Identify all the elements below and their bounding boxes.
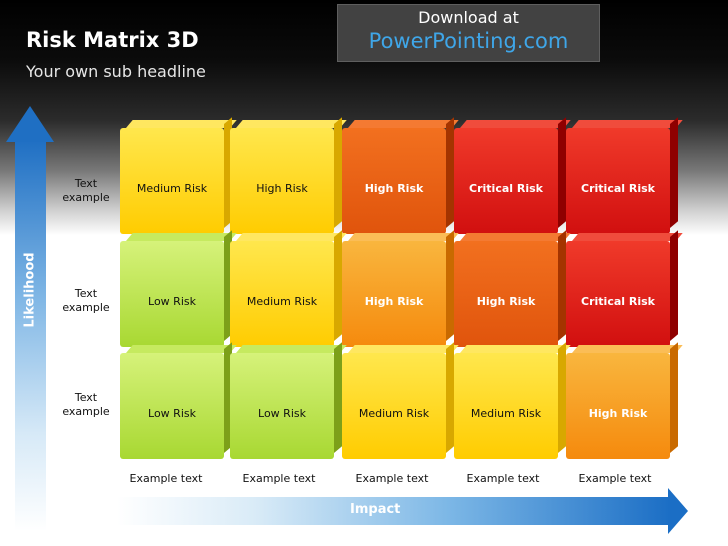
cell-label: High Risk — [256, 182, 308, 195]
matrix-cell[interactable]: Medium Risk — [342, 342, 459, 459]
cell-top-face — [460, 120, 571, 128]
cell-side-face — [670, 117, 678, 228]
matrix-cell[interactable]: Low Risk — [230, 342, 347, 459]
cell-top-face — [460, 345, 571, 353]
cell-side-face — [334, 230, 342, 341]
likelihood-arrow — [15, 140, 46, 531]
matrix-cell[interactable]: Low Risk — [120, 342, 237, 459]
cell-label: Medium Risk — [246, 295, 318, 308]
cell-top-face — [236, 233, 347, 241]
column-label: Example text — [242, 472, 316, 485]
matrix-cell[interactable]: High Risk — [230, 117, 347, 234]
matrix-cell[interactable]: High Risk — [566, 342, 683, 459]
page-subtitle: Your own sub headline — [26, 62, 206, 81]
cell-top-face — [348, 233, 459, 241]
row-label-text: Text example — [62, 391, 110, 419]
impact-arrow — [117, 497, 670, 525]
matrix-cell[interactable]: Low Risk — [120, 230, 237, 347]
download-line-1: Download at — [418, 8, 519, 27]
page-title: Risk Matrix 3D — [26, 28, 199, 52]
row-label-text: Text example — [62, 177, 110, 205]
cell-side-face — [558, 342, 566, 453]
matrix-cell[interactable]: Critical Risk — [454, 117, 571, 234]
cell-top-face — [236, 120, 347, 128]
cell-label: High Risk — [364, 295, 424, 308]
row-label-text: Text example — [62, 287, 110, 315]
cell-label: Low Risk — [258, 407, 306, 420]
cell-side-face — [446, 342, 454, 453]
matrix-cell[interactable]: High Risk — [342, 117, 459, 234]
cell-label: Medium Risk — [470, 407, 542, 420]
cell-side-face — [446, 117, 454, 228]
cell-label: High Risk — [588, 407, 648, 420]
cell-top-face — [236, 345, 347, 353]
matrix-cell[interactable]: Critical Risk — [566, 230, 683, 347]
matrix-cell[interactable]: High Risk — [454, 230, 571, 347]
row-label-1: Text example — [56, 177, 116, 206]
cell-label: Low Risk — [148, 295, 196, 308]
cell-side-face — [334, 342, 342, 453]
cell-side-face — [670, 230, 678, 341]
row-label-3: Text example — [56, 391, 116, 420]
matrix-cell[interactable]: Medium Risk — [120, 117, 237, 234]
matrix-cell[interactable]: High Risk — [342, 230, 459, 347]
cell-label: Critical Risk — [581, 182, 655, 195]
cell-top-face — [460, 233, 571, 241]
cell-side-face — [558, 230, 566, 341]
download-banner[interactable]: Download at PowerPointing.com — [337, 4, 600, 62]
matrix-cell[interactable]: Medium Risk — [230, 230, 347, 347]
impact-arrow-head-icon — [668, 488, 688, 534]
cell-label: High Risk — [476, 295, 536, 308]
cell-label: Medium Risk — [136, 182, 208, 195]
likelihood-axis-label: Likelihood — [22, 252, 38, 328]
column-label: Example text — [466, 472, 540, 485]
impact-axis-label: Impact — [350, 502, 401, 517]
cell-top-face — [572, 120, 683, 128]
likelihood-arrow-head-icon — [6, 106, 54, 142]
column-label: Example text — [578, 472, 652, 485]
cell-label: Low Risk — [148, 407, 196, 420]
cell-top-face — [126, 120, 237, 128]
cell-top-face — [348, 120, 459, 128]
row-label-2: Text example — [56, 287, 116, 316]
cell-top-face — [348, 345, 459, 353]
cell-side-face — [670, 342, 678, 453]
matrix-cell[interactable]: Critical Risk — [566, 117, 683, 234]
matrix-cell[interactable]: Medium Risk — [454, 342, 571, 459]
cell-top-face — [126, 345, 237, 353]
cell-label: Medium Risk — [358, 407, 430, 420]
cell-side-face — [558, 117, 566, 228]
cell-top-face — [572, 233, 683, 241]
column-label: Example text — [129, 472, 203, 485]
cell-side-face — [446, 230, 454, 341]
cell-top-face — [572, 345, 683, 353]
cell-label: Critical Risk — [469, 182, 543, 195]
cell-side-face — [334, 117, 342, 228]
download-link[interactable]: PowerPointing.com — [368, 29, 569, 53]
cell-label: High Risk — [364, 182, 424, 195]
cell-top-face — [126, 233, 237, 241]
column-label: Example text — [355, 472, 429, 485]
cell-label: Critical Risk — [581, 295, 655, 308]
